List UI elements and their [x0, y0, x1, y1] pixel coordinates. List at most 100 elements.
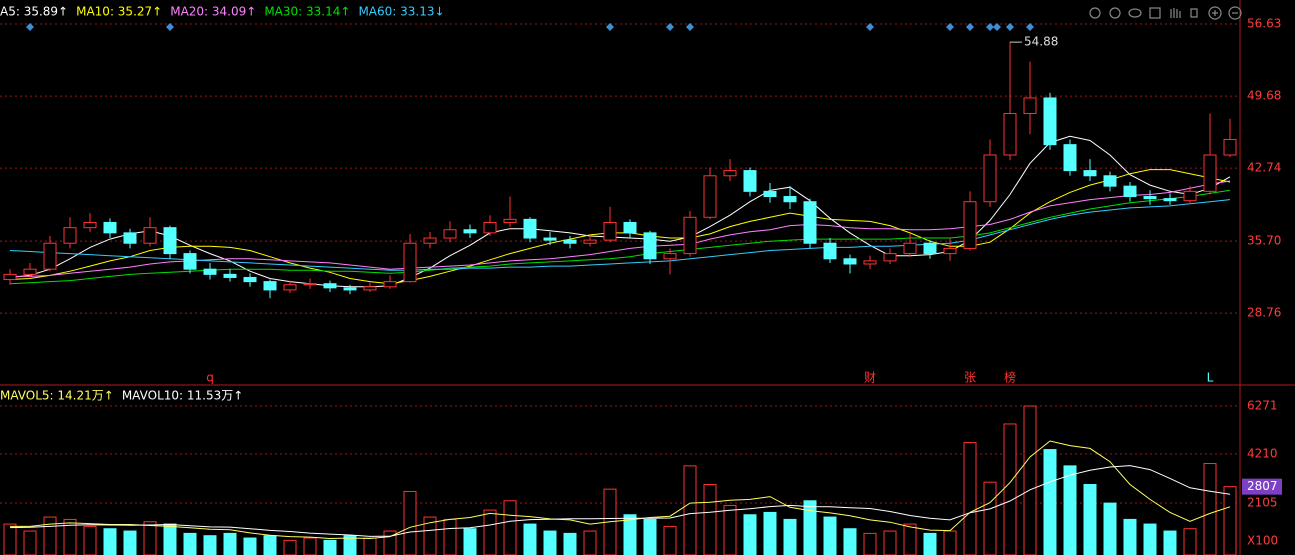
event-marker: [686, 23, 694, 31]
zoom-out-icon[interactable]: [1228, 6, 1242, 20]
candle-body: [483, 221, 497, 234]
current-value-box: [1242, 478, 1282, 495]
candle-body: [843, 258, 857, 265]
volume-bar: [1023, 405, 1037, 555]
page-icon[interactable]: [1190, 8, 1198, 18]
volume-bar: [263, 535, 277, 555]
legend-entry: MAVOL10: 11.53万↑: [122, 389, 243, 403]
candle-body: [663, 253, 677, 260]
candle-body: [943, 247, 957, 255]
volume-bar: [783, 518, 797, 555]
candle-body: [783, 196, 797, 203]
volume-bar: [203, 535, 217, 555]
flag-label: L: [1207, 371, 1214, 385]
flag-label: q: [206, 371, 214, 385]
volume-bar: [403, 490, 417, 555]
candle-body: [1083, 170, 1097, 177]
max-label: 54.88: [1024, 35, 1058, 49]
volume-bar: [363, 537, 377, 555]
volume-bar: [1203, 463, 1217, 555]
legend-entry: MAVOL5: 14.21万↑: [0, 389, 114, 403]
event-marker: [986, 23, 994, 31]
candle-body: [563, 239, 577, 244]
volume-bar: [83, 525, 97, 555]
candle-body: [1203, 154, 1217, 192]
volume-bar: [183, 532, 197, 555]
candle-body: [583, 239, 597, 244]
volume-bar: [1003, 423, 1017, 555]
ma-line: [9, 465, 1231, 537]
legend-entry: MA30: 33.14↑: [264, 5, 350, 19]
event-marker: [866, 23, 874, 31]
candle-body: [883, 253, 897, 262]
flag-label: 张: [964, 371, 976, 385]
volume-bar: [983, 481, 997, 555]
volume-bar: [643, 518, 657, 555]
volume-bar: [3, 523, 17, 555]
candle-body: [1223, 138, 1237, 156]
volume-bar: [683, 465, 697, 555]
candle-body: [523, 218, 537, 239]
ma-line: [10, 440, 1231, 540]
candle-body: [163, 227, 177, 255]
volume-bar: [143, 521, 157, 555]
volume-bar: [823, 516, 837, 555]
hand-icon[interactable]: [1170, 8, 1181, 18]
volume-bar: [523, 523, 537, 555]
volume-bar: [1223, 486, 1237, 555]
y-tick-label: 6271: [1247, 399, 1278, 413]
candle-body: [1103, 175, 1117, 187]
volume-bar: [1163, 530, 1177, 555]
ma-line: [9, 169, 1231, 285]
candle-body: [1003, 113, 1017, 156]
candle-body: [683, 216, 697, 255]
candle-body: [203, 268, 217, 275]
volume-bar: [243, 537, 257, 555]
volume-bar: [163, 523, 177, 555]
zoom-in-icon[interactable]: [1208, 6, 1222, 20]
y-tick-label: 2105: [1247, 495, 1278, 509]
volume-bar: [963, 442, 977, 555]
ma-line: [9, 135, 1231, 288]
ma-line: [10, 180, 1231, 277]
y-tick-label: 56.63: [1247, 16, 1281, 30]
volume-bar: [943, 530, 957, 555]
volume-bar: [443, 518, 457, 555]
candle-body: [983, 154, 997, 203]
volume-bar: [1143, 523, 1157, 555]
candle-body: [823, 242, 837, 260]
volume-bar: [623, 514, 637, 555]
tool-icon[interactable]: [1109, 7, 1121, 19]
legend-entry: A5: 35.89↑: [0, 5, 68, 19]
candle-body: [423, 237, 437, 244]
ma-line: [9, 199, 1231, 271]
volume-bar: [903, 523, 917, 555]
volume-bar: [1083, 483, 1097, 555]
candle-body: [743, 170, 757, 192]
candle-body: [383, 281, 397, 288]
volume-bar: [723, 504, 737, 555]
volume-bar: [103, 528, 117, 555]
candle-body: [323, 283, 337, 289]
volume-bar: [463, 528, 477, 555]
event-marker: [993, 23, 1001, 31]
volume-bar: [1063, 465, 1077, 555]
candle-body: [1123, 185, 1137, 198]
legend-entry: MA20: 34.09↑: [170, 5, 256, 19]
candle-body: [123, 232, 137, 244]
unit-label: X100: [1247, 534, 1278, 548]
candle-body: [623, 221, 637, 234]
eye-icon[interactable]: [1128, 8, 1142, 18]
candle-body: [3, 273, 17, 281]
candle-body: [1023, 97, 1037, 115]
candle-body: [903, 242, 917, 255]
candle-body: [403, 242, 417, 283]
volume-bar: [803, 500, 817, 555]
candle-body: [83, 221, 97, 229]
event-marker: [166, 23, 174, 31]
volume-bar: [663, 525, 677, 555]
candle-body: [463, 229, 477, 234]
box-icon[interactable]: [1149, 7, 1161, 19]
settings-icon[interactable]: [1089, 7, 1101, 19]
